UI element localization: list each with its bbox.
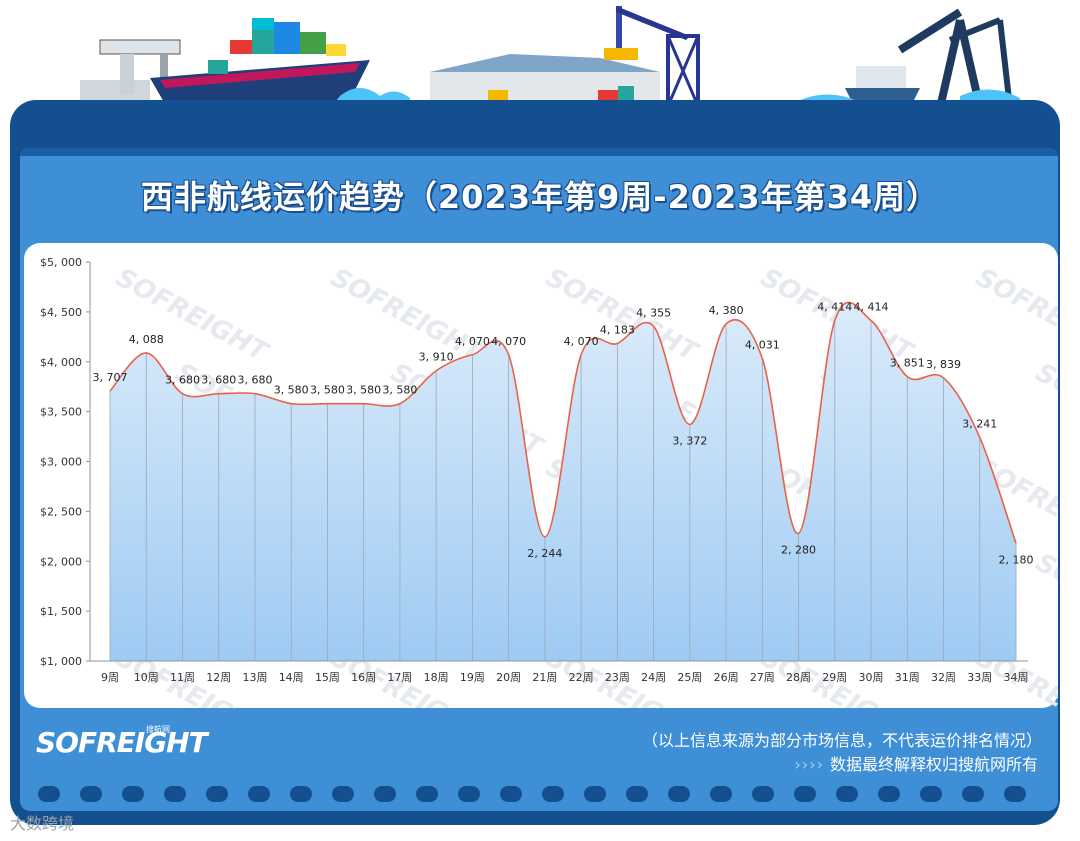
data-label: 3, 680 <box>201 374 236 387</box>
watermark-text: SOFREIGHT <box>971 263 1058 369</box>
x-tick-label: 24周 <box>641 671 666 684</box>
data-label: 3, 372 <box>672 434 707 447</box>
data-label: 3, 580 <box>274 384 309 397</box>
data-label: 4, 414 <box>854 300 889 313</box>
x-tick-label: 29周 <box>822 671 847 684</box>
x-tick-label: 19周 <box>460 671 485 684</box>
sofreight-logo: SOFREIGHT <box>36 726 208 759</box>
y-tick-label: $3, 000 <box>40 456 82 469</box>
y-tick-label: $1, 000 <box>40 655 82 668</box>
area-fill <box>110 302 1016 661</box>
y-tick-label: $5, 000 <box>40 256 82 269</box>
x-tick-label: 34周 <box>1004 671 1029 684</box>
data-label: 3, 241 <box>962 417 997 430</box>
x-tick-label: 28周 <box>786 671 811 684</box>
data-label: 3, 707 <box>93 371 128 384</box>
data-label: 4, 355 <box>636 306 671 319</box>
series-line <box>109 301 1017 544</box>
x-tick-label: 33周 <box>967 671 992 684</box>
data-label: 4, 088 <box>129 333 164 346</box>
data-label: 3, 580 <box>310 384 345 397</box>
data-label: 2, 180 <box>999 553 1034 566</box>
x-tick-label: 23周 <box>605 671 630 684</box>
data-label: 3, 680 <box>237 374 272 387</box>
x-tick-label: 12周 <box>206 671 231 684</box>
x-tick-label: 27周 <box>750 671 775 684</box>
x-tick-label: 10周 <box>134 671 159 684</box>
data-label: 4, 414 <box>817 300 852 313</box>
watermark-text: SOFREIGHT <box>1031 548 1058 654</box>
top-stripe <box>20 148 1058 156</box>
y-tick-label: $1, 500 <box>40 605 82 618</box>
arrows-icon: ›››› <box>794 755 824 774</box>
data-label: 3, 839 <box>926 358 961 371</box>
x-tick-label: 13周 <box>242 671 267 684</box>
x-tick-label: 20周 <box>496 671 521 684</box>
x-tick-label: 17周 <box>387 671 412 684</box>
data-label: 4, 183 <box>600 323 635 336</box>
chart-title: 西非航线运价趋势（2023年第9周-2023年第34周） <box>140 178 940 216</box>
watermark-text: SOFREIGHT <box>326 263 489 369</box>
footer-watermark: 大数跨境 <box>10 814 75 833</box>
x-tick-label: 15周 <box>315 671 340 684</box>
x-tick-label: 18周 <box>424 671 449 684</box>
source-note: （以上信息来源为部分市场信息，不代表运价排名情况） <box>641 731 1042 750</box>
data-label: 3, 680 <box>165 374 200 387</box>
data-label: 3, 580 <box>346 384 381 397</box>
data-label: 4, 031 <box>745 339 780 352</box>
logo-subtitle: 搜航网 <box>146 725 170 734</box>
y-tick-label: $4, 500 <box>40 306 82 319</box>
x-tick-label: 14周 <box>279 671 304 684</box>
x-tick-label: 11周 <box>170 671 195 684</box>
data-label: 2, 244 <box>527 547 562 560</box>
x-tick-label: 22周 <box>569 671 594 684</box>
y-tick-label: $2, 000 <box>40 555 82 568</box>
x-tick-label: 32周 <box>931 671 956 684</box>
x-tick-label: 21周 <box>532 671 557 684</box>
y-tick-label: $4, 000 <box>40 356 82 369</box>
x-tick-label: 26周 <box>714 671 739 684</box>
scallop-border <box>38 786 1026 802</box>
data-label: 4, 070 <box>491 335 526 348</box>
y-tick-label: $3, 500 <box>40 406 82 419</box>
data-label: 3, 580 <box>382 384 417 397</box>
rights-text: 数据最终解释权归搜航网所有 <box>829 755 1038 774</box>
watermark-text: SOFREIGHT <box>1031 358 1058 464</box>
data-label: 2, 280 <box>781 543 816 556</box>
x-tick-label: 16周 <box>351 671 376 684</box>
data-label: 3, 851 <box>890 357 925 370</box>
rights-note: ›››› 数据最终解释权归搜航网所有 <box>794 751 1038 775</box>
x-tick-label: 31周 <box>895 671 920 684</box>
chart: SOFREIGHT SOFREIGHT SOFREIGHT SOFREIGHT SOFR… <box>40 256 1058 708</box>
data-label: 4, 380 <box>709 304 744 317</box>
x-tick-label: 30周 <box>859 671 884 684</box>
watermark-text: SOFREIGHT <box>111 263 274 369</box>
port-illustration <box>80 6 1020 109</box>
x-tick-label: 25周 <box>677 671 702 684</box>
x-tick-label: 9周 <box>101 671 119 684</box>
y-tick-label: $2, 500 <box>40 505 82 518</box>
data-label: 4, 070 <box>455 335 490 348</box>
data-label: 3, 910 <box>419 351 454 364</box>
data-label: 4, 070 <box>564 335 599 348</box>
